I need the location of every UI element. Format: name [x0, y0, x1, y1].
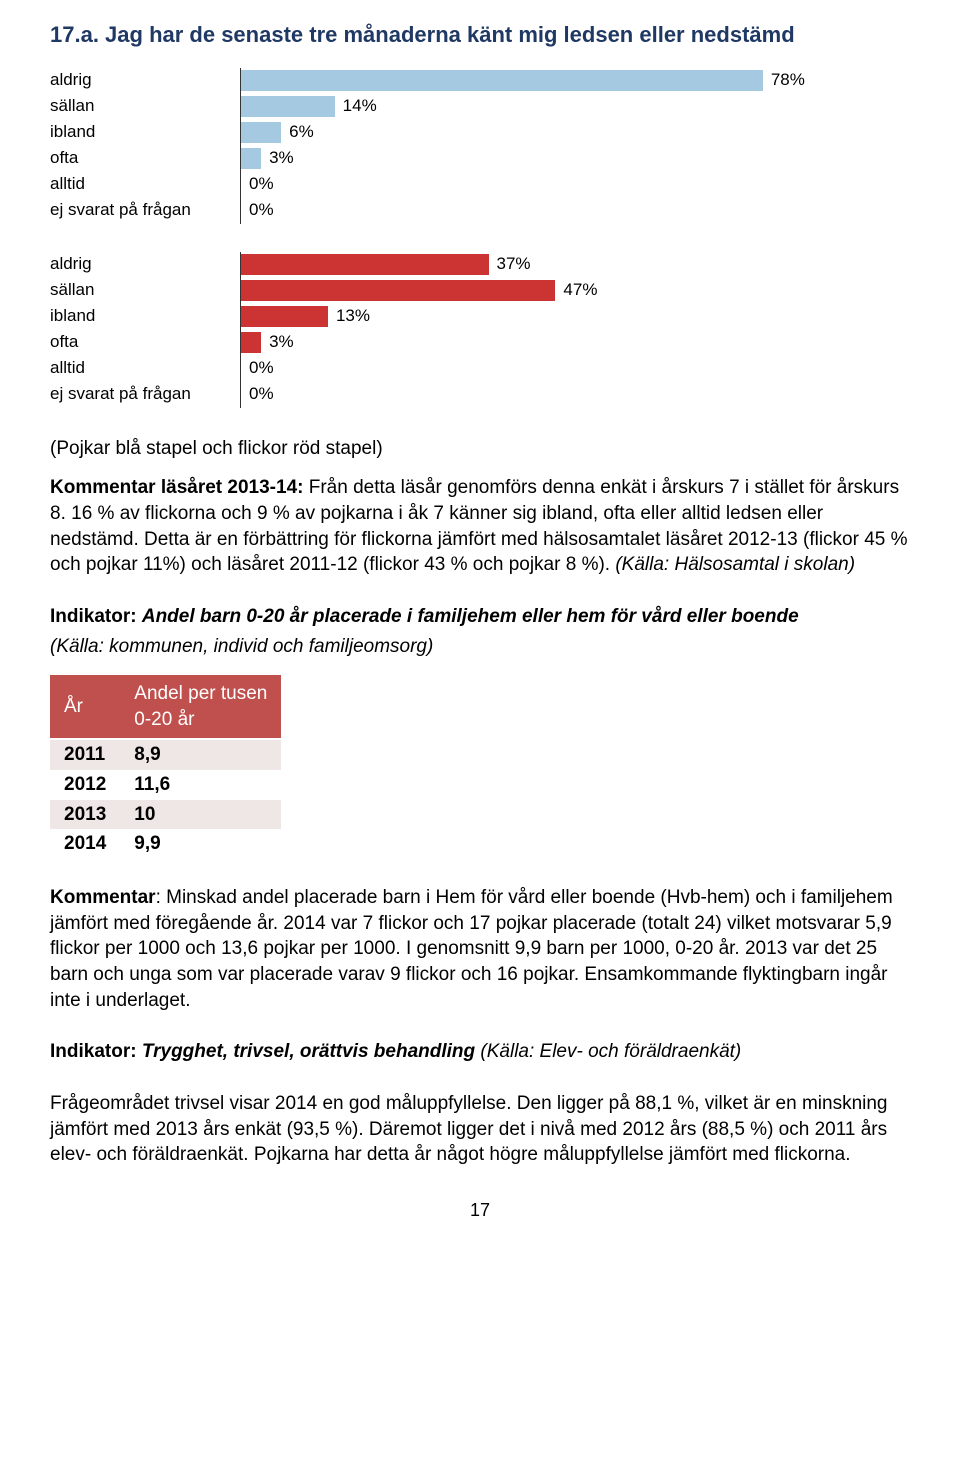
indicator-title: Andel barn 0-20 år placerade i familjehe…: [142, 606, 799, 627]
chart-bar-wrap: 37%: [240, 252, 910, 278]
chart-bar: [241, 280, 555, 301]
table-header-value-line2: 0-20 år: [134, 709, 194, 730]
chart-bar: [241, 254, 489, 275]
chart-bar: [241, 96, 335, 117]
chart-row: ej svarat på frågan 0%: [50, 198, 910, 224]
chart-category-label: alltid: [50, 173, 240, 196]
chart-category-label: ej svarat på frågan: [50, 199, 240, 222]
table-header-value: Andel per tusen 0-20 år: [120, 675, 281, 739]
chart-bar: [241, 332, 261, 353]
comment-paragraph-1: Kommentar läsåret 2013-14: Från detta lä…: [50, 475, 910, 578]
chart-bar-wrap: 6%: [240, 120, 910, 146]
chart-value-label: 37%: [497, 253, 531, 276]
table-cell-year: 2014: [50, 829, 120, 859]
table-row: 20149,9: [50, 829, 281, 859]
chart-row: ej svarat på frågan 0%: [50, 382, 910, 408]
chart-bar-wrap: 0%: [240, 356, 910, 382]
chart-value-label: 78%: [771, 69, 805, 92]
indicator2-source: (Källa: Elev- och föräldraenkät): [475, 1041, 741, 1062]
chart-category-label: ibland: [50, 121, 240, 144]
chart-bar: [241, 306, 328, 327]
chart-category-label: alltid: [50, 357, 240, 380]
chart-row: alltid 0%: [50, 172, 910, 198]
table-row: 20118,9: [50, 739, 281, 770]
table-header-year: År: [50, 675, 120, 739]
paragraph-3: Frågeområdet trivsel visar 2014 en god m…: [50, 1091, 910, 1168]
chart-bar-wrap: 0%: [240, 172, 910, 198]
chart-value-label: 47%: [563, 279, 597, 302]
chart-row: aldrig 37%: [50, 252, 910, 278]
table-cell-value: 10: [120, 800, 281, 830]
page-number: 17: [50, 1198, 910, 1222]
table-row: 201211,6: [50, 770, 281, 800]
bar-chart: aldrig 78% sällan 14% ibland 6% ofta 3% alltid 0%…: [50, 68, 910, 408]
chart-row: sällan 47%: [50, 278, 910, 304]
indicator-2-heading: Indikator: Trygghet, trivsel, orättvis b…: [50, 1039, 910, 1065]
chart-bar-wrap: 47%: [240, 278, 910, 304]
chart-title: 17.a. Jag har de senaste tre månaderna k…: [50, 20, 910, 50]
chart-group: aldrig 37% sällan 47% ibland 13% ofta 3% alltid 0…: [50, 252, 910, 408]
chart-value-label: 13%: [336, 305, 370, 328]
indicator-1-source: (Källa: kommunen, individ och familjeoms…: [50, 634, 910, 660]
indicator2-lead: Indikator:: [50, 1041, 142, 1062]
chart-row: aldrig 78%: [50, 68, 910, 94]
chart-category-label: ofta: [50, 331, 240, 354]
chart-group: aldrig 78% sällan 14% ibland 6% ofta 3% alltid 0%…: [50, 68, 910, 224]
chart-bar-wrap: 0%: [240, 198, 910, 224]
table-header-value-line1: Andel per tusen: [134, 683, 267, 704]
chart-row: ofta 3%: [50, 330, 910, 356]
indicator-lead: Indikator:: [50, 606, 142, 627]
chart-category-label: sällan: [50, 279, 240, 302]
chart-caption: (Pojkar blå stapel och flickor röd stape…: [50, 436, 910, 462]
chart-bar: [241, 148, 261, 169]
table-cell-value: 8,9: [120, 739, 281, 770]
comment-paragraph-2: Kommentar: Minskad andel placerade barn …: [50, 885, 910, 1013]
chart-row: ofta 3%: [50, 146, 910, 172]
table-row: 201310: [50, 800, 281, 830]
chart-bar: [241, 122, 281, 143]
chart-category-label: aldrig: [50, 69, 240, 92]
data-table: År Andel per tusen 0-20 år 20118,9201211…: [50, 675, 281, 859]
chart-row: sällan 14%: [50, 94, 910, 120]
chart-row: alltid 0%: [50, 356, 910, 382]
chart-value-label: 3%: [269, 147, 294, 170]
chart-value-label: 0%: [249, 357, 274, 380]
table-cell-year: 2011: [50, 739, 120, 770]
chart-bar-wrap: 14%: [240, 94, 910, 120]
table-cell-value: 9,9: [120, 829, 281, 859]
chart-category-label: ofta: [50, 147, 240, 170]
table-cell-value: 11,6: [120, 770, 281, 800]
chart-bar: [241, 70, 763, 91]
chart-bar-wrap: 3%: [240, 146, 910, 172]
indicator2-title: Trygghet, trivsel, orättvis behandling: [142, 1041, 475, 1062]
chart-row: ibland 13%: [50, 304, 910, 330]
indicator-1-heading: Indikator: Andel barn 0-20 år placerade …: [50, 604, 910, 630]
chart-bar-wrap: 0%: [240, 382, 910, 408]
chart-value-label: 6%: [289, 121, 314, 144]
comment2-lead: Kommentar: [50, 887, 156, 908]
comment2-body: : Minskad andel placerade barn i Hem för…: [50, 887, 893, 1011]
table-cell-year: 2013: [50, 800, 120, 830]
chart-bar-wrap: 3%: [240, 330, 910, 356]
comment-lead: Kommentar läsåret 2013-14:: [50, 477, 303, 498]
chart-category-label: sällan: [50, 95, 240, 118]
chart-value-label: 0%: [249, 383, 274, 406]
chart-row: ibland 6%: [50, 120, 910, 146]
chart-value-label: 0%: [249, 173, 274, 196]
chart-value-label: 3%: [269, 331, 294, 354]
table-cell-year: 2012: [50, 770, 120, 800]
chart-category-label: ej svarat på frågan: [50, 383, 240, 406]
chart-bar-wrap: 13%: [240, 304, 910, 330]
chart-value-label: 14%: [343, 95, 377, 118]
chart-category-label: ibland: [50, 305, 240, 328]
chart-bar-wrap: 78%: [240, 68, 910, 94]
comment-source: (Källa: Hälsosamtal i skolan): [615, 554, 855, 575]
chart-value-label: 0%: [249, 199, 274, 222]
chart-category-label: aldrig: [50, 253, 240, 276]
